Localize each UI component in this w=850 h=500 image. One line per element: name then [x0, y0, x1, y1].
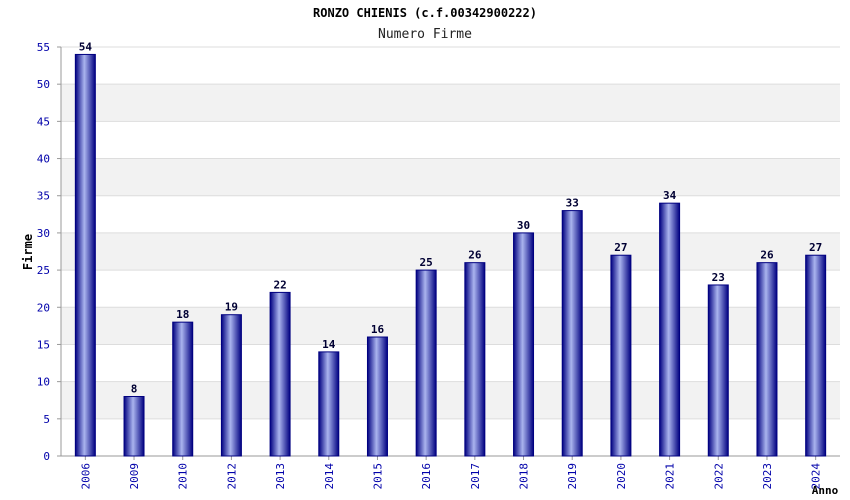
- bar: [123, 396, 145, 457]
- data-label: 22: [273, 278, 286, 291]
- x-tick-label: 2018: [518, 463, 531, 490]
- bar: [172, 321, 194, 457]
- x-tick-label: 2014: [323, 463, 336, 490]
- y-tick-label: 0: [43, 450, 50, 463]
- y-axis-label: Firme: [21, 234, 35, 270]
- x-tick-label: 2022: [712, 463, 725, 490]
- y-tick-label: 10: [37, 376, 50, 389]
- data-label: 19: [225, 301, 238, 314]
- x-tick-label: 2019: [566, 463, 579, 490]
- x-tick-label: 2024: [810, 463, 823, 490]
- bar: [756, 262, 778, 457]
- bar: [269, 291, 291, 457]
- x-tick-label: 2006: [79, 463, 92, 490]
- y-tick-label: 40: [37, 153, 50, 166]
- data-label: 25: [420, 256, 433, 269]
- data-label: 16: [371, 323, 385, 336]
- bar: [513, 232, 535, 457]
- x-tick-label: 2013: [274, 463, 287, 490]
- bar: [464, 262, 486, 457]
- x-tick-label: 2009: [128, 463, 141, 490]
- data-label: 18: [176, 308, 189, 321]
- data-label: 54: [79, 40, 93, 53]
- y-tick-label: 55: [37, 41, 50, 54]
- bar: [610, 254, 632, 457]
- data-labels: 54 8 18 19 22 14 16 25 26 30 33 27 34 23 26 27: [79, 40, 823, 395]
- y-tick-label: 45: [37, 115, 50, 128]
- data-label: 34: [663, 189, 677, 202]
- bar: [366, 336, 388, 457]
- data-label: 33: [566, 197, 579, 210]
- y-tick-label: 35: [37, 190, 50, 203]
- background-band: [61, 232, 840, 271]
- bar: [561, 210, 583, 457]
- bar: [805, 254, 827, 457]
- bar: [220, 314, 242, 457]
- x-tick-label: 2015: [371, 463, 384, 490]
- bars: [74, 53, 827, 457]
- y-tick-label: 20: [37, 301, 50, 314]
- chart-title: RONZO CHIENIS (c.f.00342900222): [313, 6, 537, 20]
- data-label: 26: [468, 249, 482, 262]
- y-tick-label: 5: [43, 413, 50, 426]
- x-tick-label: 2021: [664, 463, 677, 490]
- bar: [415, 269, 437, 457]
- data-label: 30: [517, 219, 530, 232]
- y-tick-labels: 0 5 10 15 20 25 30 35 40 45 50 55: [37, 41, 50, 463]
- x-tick-label: 2020: [615, 463, 628, 490]
- y-tick-label: 30: [37, 227, 50, 240]
- x-tick-label: 2017: [469, 463, 482, 490]
- data-label: 8: [131, 383, 138, 396]
- x-axis-label: Anno: [812, 484, 839, 497]
- chart-subtitle: Numero Firme: [378, 27, 472, 42]
- bar: [318, 351, 340, 457]
- data-label: 14: [322, 338, 336, 351]
- x-tick-labels: 2006 2009 2010 2012 2013 2014 2015 2016 2017 2018…: [79, 463, 822, 490]
- data-label: 27: [809, 241, 822, 254]
- background-band: [61, 158, 840, 196]
- data-label: 23: [712, 271, 725, 284]
- x-tick-label: 2012: [225, 463, 238, 490]
- x-tick-label: 2010: [177, 463, 190, 490]
- y-tick-label: 15: [37, 338, 50, 351]
- background-band: [61, 84, 840, 122]
- y-tick-label: 50: [37, 78, 50, 91]
- y-tick-label: 25: [37, 264, 50, 277]
- x-tick-label: 2023: [761, 463, 774, 490]
- data-label: 27: [614, 241, 627, 254]
- x-tick-label: 2016: [420, 463, 433, 490]
- bar: [74, 53, 96, 457]
- bar: [659, 202, 681, 457]
- bar: [707, 284, 729, 457]
- data-label: 26: [760, 249, 774, 262]
